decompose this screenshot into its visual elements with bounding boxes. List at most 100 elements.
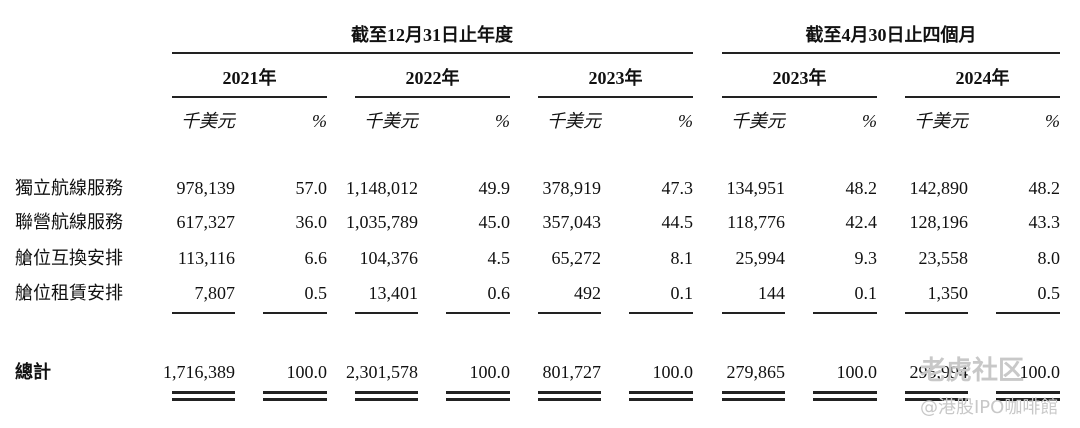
cell: 2,301,578 [346,362,418,382]
cell: 65,272 [551,248,602,268]
cell: 4.5 [487,248,511,268]
cell: 0.5 [1037,283,1061,303]
cell: 378,919 [542,178,602,198]
row-label: 獨立航線服務 [15,178,123,198]
cell: 6.6 [304,248,328,268]
rule [538,398,601,401]
cell: 492 [574,283,601,303]
cell: 100.0 [1019,362,1061,382]
rule [629,312,693,314]
row-label: 總計 [15,362,51,382]
cell: 100.0 [836,362,878,382]
unit-header: 千美元 [547,111,601,131]
row-label: 艙位互換安排 [15,248,123,268]
unit-header: 千美元 [914,111,968,131]
rule [355,96,510,98]
rule [263,391,327,394]
year-header: 2023年 [588,68,643,88]
cell: 113,116 [177,248,235,268]
rule [905,398,968,401]
cell: 0.1 [670,283,694,303]
cell: 8.1 [670,248,694,268]
cell: 1,716,389 [163,362,235,382]
cell: 279,865 [726,362,786,382]
cell: 7,807 [194,283,236,303]
cell: 0.6 [487,283,511,303]
cell: 118,776 [727,212,785,232]
cell: 23,558 [918,248,969,268]
rule [629,391,693,394]
rule [905,312,968,314]
cell: 801,727 [542,362,602,382]
unit-header: 千美元 [364,111,418,131]
cell: 44.5 [661,212,694,232]
rule [905,96,1060,98]
cell: 100.0 [469,362,511,382]
year-header: 2021年 [222,68,277,88]
cell: 104,376 [359,248,419,268]
rule [722,391,785,394]
cell: 48.2 [1028,178,1061,198]
group-header: 截至12月31日止年度 [351,25,513,45]
cell: 45.0 [478,212,511,232]
rule [722,52,1060,54]
rule [629,398,693,401]
year-header: 2024年 [955,68,1010,88]
unit-header: % [678,111,693,131]
rule [172,312,235,314]
cell: 9.3 [854,248,878,268]
watermark: @港股IPO咖啡館 [920,397,1059,418]
rule [263,398,327,401]
rule [355,398,418,401]
unit-header: 千美元 [731,111,785,131]
group-header: 截至4月30日止四個月 [805,25,977,45]
unit-header: % [862,111,877,131]
rule [355,312,418,314]
cell: 13,401 [368,283,419,303]
cell: 0.1 [854,283,878,303]
cell: 134,951 [726,178,786,198]
rule [355,391,418,394]
cell: 142,890 [909,178,969,198]
rule [996,391,1060,394]
rule [172,96,327,98]
rule [446,391,510,394]
cell: 144 [758,283,785,303]
unit-header: % [1045,111,1060,131]
cell: 36.0 [295,212,328,232]
rule [905,391,968,394]
rule [722,312,785,314]
cell: 295,994 [909,362,969,382]
rule [996,312,1060,314]
row-label: 艙位租賃安排 [15,283,123,303]
rule [813,398,877,401]
cell: 0.5 [304,283,328,303]
row-label: 聯營航線服務 [15,212,123,232]
cell: 57.0 [295,178,328,198]
rule [722,398,785,401]
rule [446,312,510,314]
year-header: 2023年 [772,68,827,88]
cell: 49.9 [478,178,511,198]
rule [172,391,235,394]
cell: 47.3 [661,178,694,198]
cell: 48.2 [845,178,878,198]
cell: 8.0 [1037,248,1061,268]
rule [538,96,693,98]
cell: 100.0 [652,362,694,382]
rule [172,398,235,401]
cell: 43.3 [1028,212,1061,232]
cell: 25,994 [735,248,786,268]
rule [813,391,877,394]
unit-header: % [495,111,510,131]
rule [996,398,1060,401]
year-header: 2022年 [405,68,460,88]
unit-header: 千美元 [181,111,235,131]
cell: 42.4 [845,212,878,232]
rule [263,312,327,314]
watermark: 老虎社区 [920,356,1025,386]
cell: 1,148,012 [346,178,418,198]
cell: 357,043 [542,212,602,232]
cell: 100.0 [286,362,328,382]
